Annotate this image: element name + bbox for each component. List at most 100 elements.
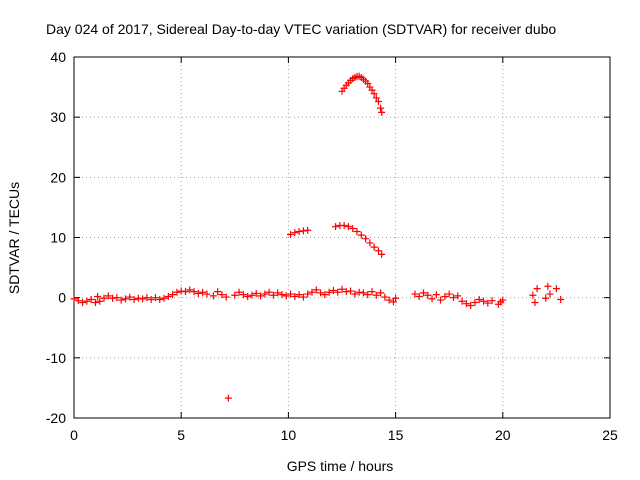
data-point [295,227,303,235]
y-tick-label: -20 [46,410,66,426]
data-point [100,294,108,302]
data-point [338,285,346,293]
data-point [317,289,325,297]
data-point [334,288,342,296]
data-point [151,294,159,302]
x-tick-label: 0 [70,427,78,443]
data-point [70,295,78,303]
data-point [484,299,492,307]
data-point [449,294,457,302]
data-point [499,296,507,304]
data-point [385,296,393,304]
data-point [224,394,232,402]
data-point [79,298,87,306]
data-point [74,297,82,305]
data-point [304,226,312,234]
data-point [441,292,449,300]
data-point [96,297,104,305]
data-point [347,287,355,295]
data-point [378,108,386,116]
data-point [239,291,247,299]
data-point [471,298,479,306]
data-point [209,292,217,300]
data-point [91,298,99,306]
data-point [368,86,376,94]
data-point [437,296,445,304]
data-point [370,90,378,98]
data-point [252,289,260,297]
data-point [475,295,483,303]
data-point [445,290,453,298]
series-upper-arc [338,72,386,116]
data-point [194,289,202,297]
data-point [203,290,211,298]
data-point [355,288,363,296]
data-point [164,292,172,300]
data-point [351,290,359,298]
data-point [389,298,397,306]
y-axis-label: SDTVAR / TECUs [6,182,22,294]
series-outlier [224,394,232,402]
data-point [248,291,256,299]
data-point [332,223,340,231]
data-point [372,94,380,102]
data-point [117,296,125,304]
data-point [312,286,320,294]
data-point [377,289,385,297]
data-point [181,288,189,296]
data-point [160,294,168,302]
data-point [362,235,370,243]
data-point [529,291,537,299]
data-point [546,290,554,298]
data-point [344,223,352,231]
x-tick-label: 10 [281,427,297,443]
data-point [432,291,440,299]
data-point [156,295,164,303]
x-tick-label: 15 [388,427,404,443]
y-tick-label: -10 [46,350,66,366]
data-point [287,290,295,298]
data-point [287,230,295,238]
data-point [235,288,243,296]
data-point [169,291,177,299]
data-point [374,98,382,106]
data-point [173,288,181,296]
data-point [325,288,333,296]
y-tick-label: 10 [50,230,66,246]
data-point [411,290,419,298]
data-point [542,294,550,302]
x-tick-label: 25 [602,427,618,443]
data-point [218,291,226,299]
data-point [139,295,147,303]
data-point [257,292,265,300]
data-point [372,291,380,299]
data-point [94,292,102,300]
data-point [104,292,112,300]
data-point [349,224,357,232]
data-point [366,239,374,247]
data-point [378,250,386,258]
data-point [304,290,312,298]
data-point [531,298,539,306]
data-point [186,286,194,294]
data-point [454,292,462,300]
y-tick-label: 40 [50,49,66,65]
data-point [126,293,134,301]
data-point [113,294,121,302]
data-point [291,229,299,237]
data-point [359,289,367,297]
x-tick-label: 20 [495,427,511,443]
data-point [467,301,475,309]
data-point [533,285,541,293]
data-point [261,290,269,298]
data-point [321,291,329,299]
data-point [121,295,129,303]
data-point [364,79,372,87]
data-point [480,297,488,305]
data-point [282,292,290,300]
y-tick-label: 0 [58,290,66,306]
data-point [419,289,427,297]
data-point [244,292,252,300]
data-point [552,285,560,293]
